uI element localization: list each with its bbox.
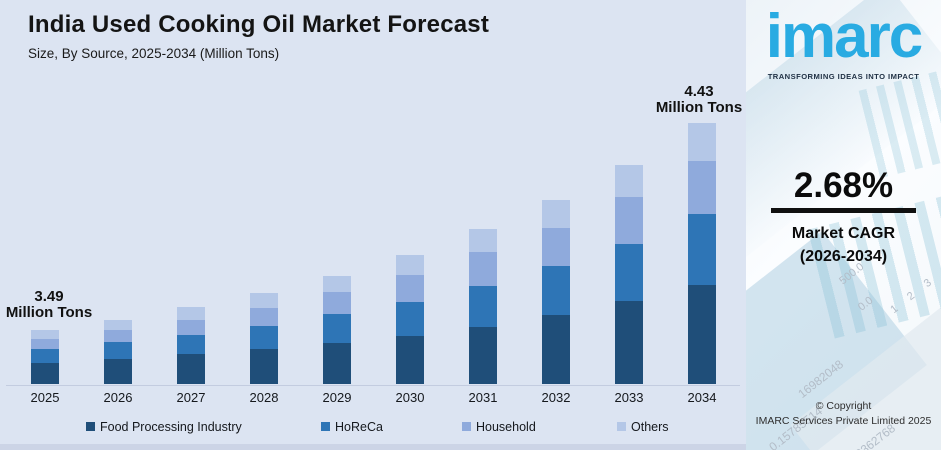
annotation-2034-unit: Million Tons xyxy=(655,98,743,116)
bar-segment-horeca xyxy=(104,342,132,359)
bar-segment-household xyxy=(104,330,132,342)
bar-segment-horeca xyxy=(542,266,570,315)
bar-segment-others xyxy=(250,293,278,308)
annotation-2025-unit: Million Tons xyxy=(5,303,93,321)
chart-title: India Used Cooking Oil Market Forecast xyxy=(28,11,490,38)
bar-segment-horeca xyxy=(615,244,643,301)
copyright-line: © Copyright xyxy=(815,400,872,412)
bar-segment-horeca xyxy=(250,326,278,349)
bar-2028 xyxy=(250,293,278,384)
legend-item-others: Others xyxy=(617,420,669,434)
bottom-edge-strip xyxy=(0,444,746,450)
bar-segment-food-processing-industry xyxy=(31,363,59,384)
legend-item-household: Household xyxy=(462,420,536,434)
brand-panel: 500.0 0.0 1 2 3 4 16982048 0.15785514 42… xyxy=(746,0,941,450)
bar-segment-food-processing-industry xyxy=(323,343,351,384)
bar-segment-others xyxy=(615,165,643,197)
bar-2032 xyxy=(542,200,570,384)
legend-swatch-food-processing-industry xyxy=(86,422,95,431)
bar-segment-food-processing-industry xyxy=(177,354,205,384)
x-axis-line xyxy=(6,385,740,386)
legend-label-household: Household xyxy=(476,420,536,434)
x-axis-label-2030: 2030 xyxy=(395,390,425,405)
annotation-2034-total: 4.43 Million Tons xyxy=(652,84,746,115)
bar-2031 xyxy=(469,229,497,384)
x-axis-label-2025: 2025 xyxy=(30,390,60,405)
x-axis-label-2028: 2028 xyxy=(249,390,279,405)
bar-segment-others xyxy=(323,276,351,292)
x-axis-label-2029: 2029 xyxy=(322,390,352,405)
bar-segment-food-processing-industry xyxy=(542,315,570,384)
legend-swatch-household xyxy=(462,422,471,431)
legend-swatch-horeca xyxy=(321,422,330,431)
bar-segment-horeca xyxy=(31,349,59,363)
annotation-2025-total: 3.49 Million Tons xyxy=(2,289,96,320)
legend-label-others: Others xyxy=(631,420,669,434)
bar-2025 xyxy=(31,330,59,384)
chart-area: India Used Cooking Oil Market Forecast S… xyxy=(0,11,746,450)
bar-segment-others xyxy=(542,200,570,228)
bar-segment-household xyxy=(615,197,643,244)
legend-label-horeca: HoReCa xyxy=(335,420,383,434)
legend-label-food-processing-industry: Food Processing Industry xyxy=(100,420,242,434)
x-axis-label-2026: 2026 xyxy=(103,390,133,405)
bar-segment-food-processing-industry xyxy=(396,336,424,384)
bar-segment-horeca xyxy=(396,302,424,336)
bar-segment-food-processing-industry xyxy=(615,301,643,384)
imarc-logo: imarc xyxy=(765,2,923,71)
x-axis-label-2034: 2034 xyxy=(687,390,717,405)
bar-segment-horeca xyxy=(177,335,205,354)
brand-panel-content: imarc TRANSFORMING IDEAS INTO IMPACT 2.6… xyxy=(746,0,941,450)
bar-segment-household xyxy=(250,308,278,326)
bar-segment-horeca xyxy=(323,314,351,343)
bar-segment-household xyxy=(688,161,716,214)
x-axis-label-2027: 2027 xyxy=(176,390,206,405)
bar-segment-others xyxy=(469,229,497,252)
chart-subtitle: Size, By Source, 2025-2034 (Million Tons… xyxy=(28,46,280,61)
bar-segment-household xyxy=(31,339,59,349)
bar-2027 xyxy=(177,307,205,384)
bar-segment-household xyxy=(542,228,570,266)
bar-segment-household xyxy=(396,275,424,302)
legend-item-horeca: HoReCa xyxy=(321,420,383,434)
bar-segment-food-processing-industry xyxy=(104,359,132,384)
cagr-divider xyxy=(771,208,916,213)
copyright-owner: IMARC Services Private Limited 2025 xyxy=(755,415,932,427)
bar-2030 xyxy=(396,255,424,384)
bar-segment-others xyxy=(177,307,205,320)
legend-item-food-processing-industry: Food Processing Industry xyxy=(86,420,242,434)
x-axis-label-2031: 2031 xyxy=(468,390,498,405)
bar-segment-horeca xyxy=(469,286,497,327)
cagr-value: 2.68% xyxy=(793,166,894,205)
bar-segment-household xyxy=(323,292,351,314)
bar-segment-household xyxy=(469,252,497,286)
bar-segment-others xyxy=(396,255,424,275)
cagr-period: (2026-2034) xyxy=(799,248,888,265)
annotation-2025-value: 3.49 xyxy=(34,288,64,305)
annotation-2034-value: 4.43 xyxy=(684,83,714,100)
bar-segment-others xyxy=(104,320,132,330)
bar-segment-food-processing-industry xyxy=(688,285,716,384)
legend-swatch-others xyxy=(617,422,626,431)
imarc-tagline: TRANSFORMING IDEAS INTO IMPACT xyxy=(767,72,920,81)
bar-segment-horeca xyxy=(688,214,716,285)
bar-2029 xyxy=(323,276,351,384)
bar-segment-household xyxy=(177,320,205,335)
bar-segment-food-processing-industry xyxy=(469,327,497,384)
bar-2034 xyxy=(688,123,716,384)
x-axis-label-2033: 2033 xyxy=(614,390,644,405)
bar-2026 xyxy=(104,320,132,384)
bar-2033 xyxy=(615,165,643,384)
bar-segment-food-processing-industry xyxy=(250,349,278,384)
cagr-label: Market CAGR xyxy=(791,225,896,242)
bar-segment-others xyxy=(688,123,716,161)
bar-segment-others xyxy=(31,330,59,339)
x-axis-label-2032: 2032 xyxy=(541,390,571,405)
